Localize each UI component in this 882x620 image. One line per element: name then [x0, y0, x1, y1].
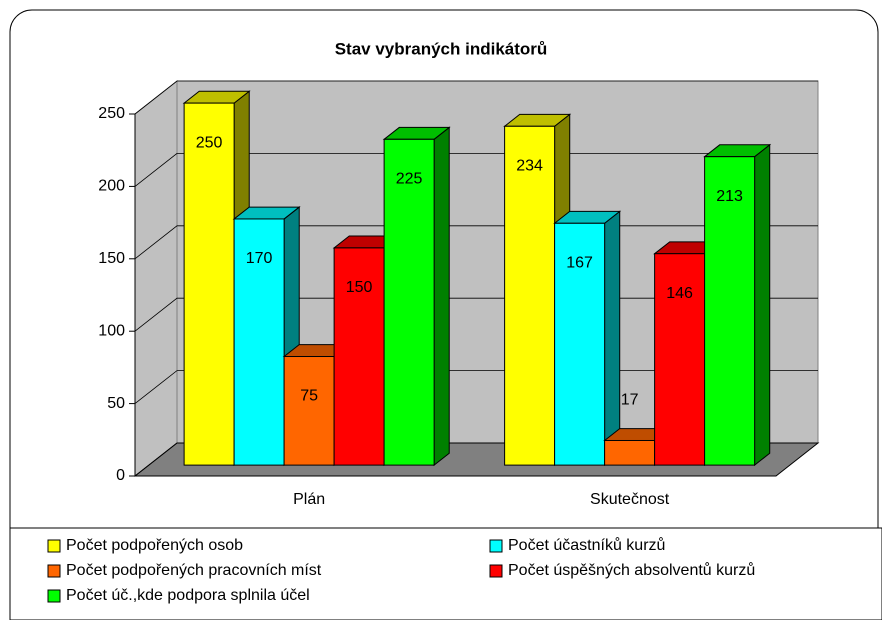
bar-side: [754, 143, 771, 467]
y-tick-label: 250: [98, 105, 125, 122]
bar: [183, 102, 235, 466]
bar: [383, 138, 435, 466]
data-label: 167: [566, 255, 593, 272]
bar: [654, 253, 706, 466]
grid-line: [134, 80, 818, 115]
legend-label: Počet účastníků kurzů: [508, 536, 665, 554]
data-label: 234: [516, 157, 543, 174]
legend-box: [9, 527, 882, 620]
bar-side: [433, 126, 450, 467]
legend-swatch: [489, 564, 503, 578]
data-label: 213: [716, 188, 743, 205]
side-wall: [134, 79, 178, 478]
bar: [504, 125, 556, 466]
data-label: 250: [196, 134, 223, 151]
legend-label: Počet úspěšných absolventů kurzů: [508, 561, 755, 579]
legend-swatch: [47, 564, 61, 578]
data-label: 170: [246, 250, 273, 267]
legend-swatch: [47, 589, 61, 603]
y-tick-label: 50: [107, 395, 125, 412]
y-tick-label: 100: [98, 322, 125, 339]
data-label: 17: [621, 392, 639, 409]
bar: [333, 247, 385, 466]
legend-label: Počet úč.,kde podpora splnila účel: [66, 587, 310, 604]
data-label: 225: [396, 171, 423, 188]
data-label: 150: [346, 279, 373, 296]
y-tick-label: 150: [98, 250, 125, 267]
bar: [233, 218, 285, 466]
grid-line: [134, 152, 818, 187]
bar-side: [604, 210, 621, 467]
data-label: 146: [666, 285, 693, 302]
bar: [554, 222, 606, 466]
legend-label: Počet podpořených pracovních míst: [66, 562, 322, 579]
legend-swatch: [489, 539, 503, 553]
legend-swatch: [47, 539, 61, 553]
x-tick-label: Plán: [293, 491, 325, 508]
data-label: 75: [300, 388, 318, 405]
legend-label: Počet podpořených osob: [66, 537, 243, 554]
y-tick-label: 0: [116, 467, 125, 484]
bar: [604, 439, 656, 466]
y-tick-label: 200: [98, 178, 125, 195]
bar: [283, 356, 335, 466]
bar: [704, 156, 756, 466]
chart-title: Stav vybraných indikátorů: [335, 39, 548, 58]
x-tick-label: Skutečnost: [590, 491, 670, 508]
